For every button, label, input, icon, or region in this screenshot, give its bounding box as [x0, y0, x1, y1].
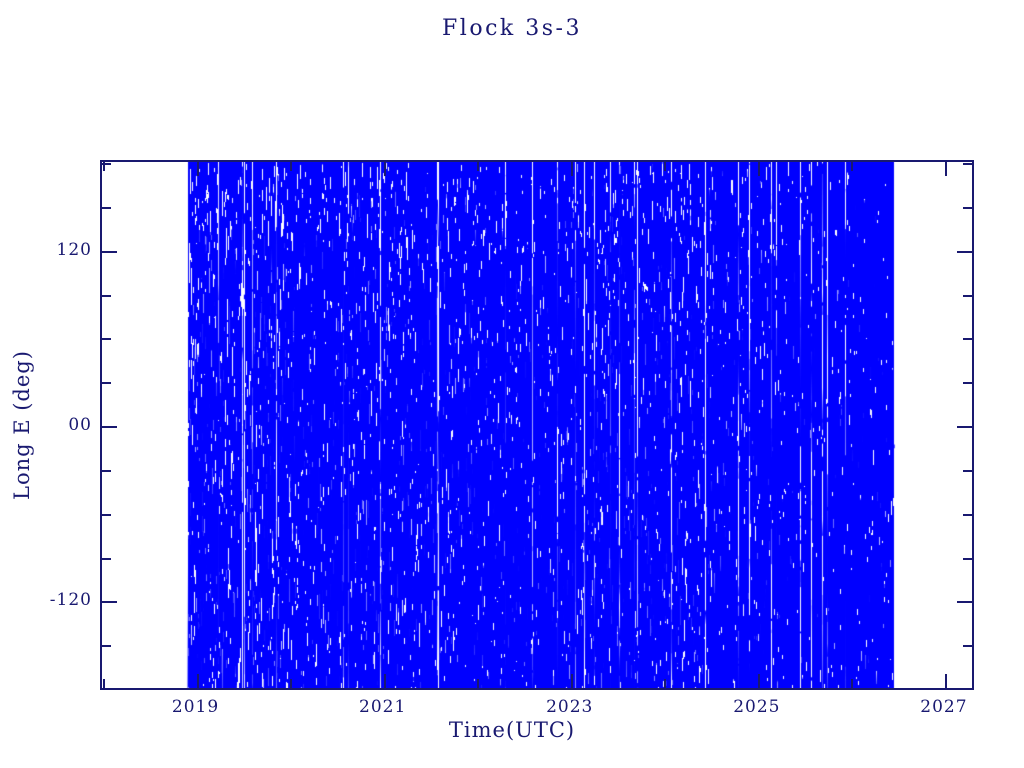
y-tick-180 — [102, 163, 111, 165]
y-tick-right-180 — [963, 163, 972, 165]
y-tick-right--120 — [957, 601, 972, 604]
y-axis-title: Long E (deg) — [10, 350, 34, 500]
x-tick-label-2027: 2027 — [920, 697, 968, 717]
y-tick-right--90 — [963, 557, 972, 560]
y-tick-120 — [102, 250, 117, 253]
y-tick-right-30 — [963, 382, 972, 385]
x-tick-2023 — [570, 674, 573, 688]
x-tick-label-2019: 2019 — [171, 697, 220, 717]
y-tick-right--60 — [963, 513, 972, 516]
y-tick--180 — [102, 689, 111, 690]
y-tick-right-90 — [963, 294, 972, 297]
plot-area — [100, 160, 974, 690]
y-tick-right-60 — [963, 338, 972, 341]
x-tick-label-2025: 2025 — [733, 697, 781, 717]
y-tick-right--180 — [963, 689, 972, 690]
x-tick-label-2021: 2021 — [359, 697, 407, 717]
x-tick-top-2024 — [664, 162, 667, 171]
y-tick--30 — [102, 469, 111, 472]
x-tick-top-2023 — [570, 162, 573, 176]
x-tick-2027 — [944, 674, 947, 688]
y-tick-90 — [102, 294, 111, 297]
x-tick-2022 — [477, 679, 480, 688]
x-tick-2026 — [851, 679, 854, 688]
x-tick-top-2021 — [383, 162, 386, 176]
y-tick--150 — [102, 645, 111, 648]
x-axis-title: Time(UTC) — [448, 718, 576, 742]
x-tick-2020 — [290, 679, 293, 688]
y-tick-30 — [102, 382, 111, 385]
x-tick-top-2026 — [851, 162, 854, 171]
y-tick-label-120: 120 — [56, 239, 92, 260]
x-tick-top-2022 — [477, 162, 480, 171]
y-tick--120 — [102, 601, 117, 604]
y-tick-label-0: 00 — [68, 415, 92, 435]
x-tick-2024 — [664, 679, 667, 688]
x-tick-2018 — [103, 679, 105, 688]
y-tick-60 — [102, 338, 111, 341]
x-tick-2025 — [757, 674, 760, 688]
longitude-vs-time-plot — [102, 162, 972, 688]
y-tick-right-120 — [957, 250, 972, 253]
x-tick-top-2025 — [757, 162, 760, 176]
x-tick-top-2020 — [290, 162, 293, 171]
y-tick-0 — [102, 426, 117, 428]
y-tick-150 — [102, 206, 111, 209]
y-tick--90 — [102, 557, 111, 560]
y-tick-right-0 — [957, 426, 972, 428]
y-tick-label--120: -120 — [49, 590, 92, 611]
y-tick-right--150 — [963, 645, 972, 648]
x-tick-2021 — [383, 674, 386, 688]
x-tick-top-2019 — [196, 162, 199, 176]
y-tick-right--30 — [963, 469, 972, 472]
y-tick-right-150 — [963, 206, 972, 209]
x-tick-label-2023: 2023 — [546, 697, 594, 717]
x-tick-2019 — [196, 674, 199, 688]
y-tick--60 — [102, 513, 111, 516]
x-tick-top-2018 — [103, 162, 105, 171]
page-title: Flock 3s-3 — [442, 16, 582, 41]
x-tick-top-2027 — [944, 162, 947, 176]
